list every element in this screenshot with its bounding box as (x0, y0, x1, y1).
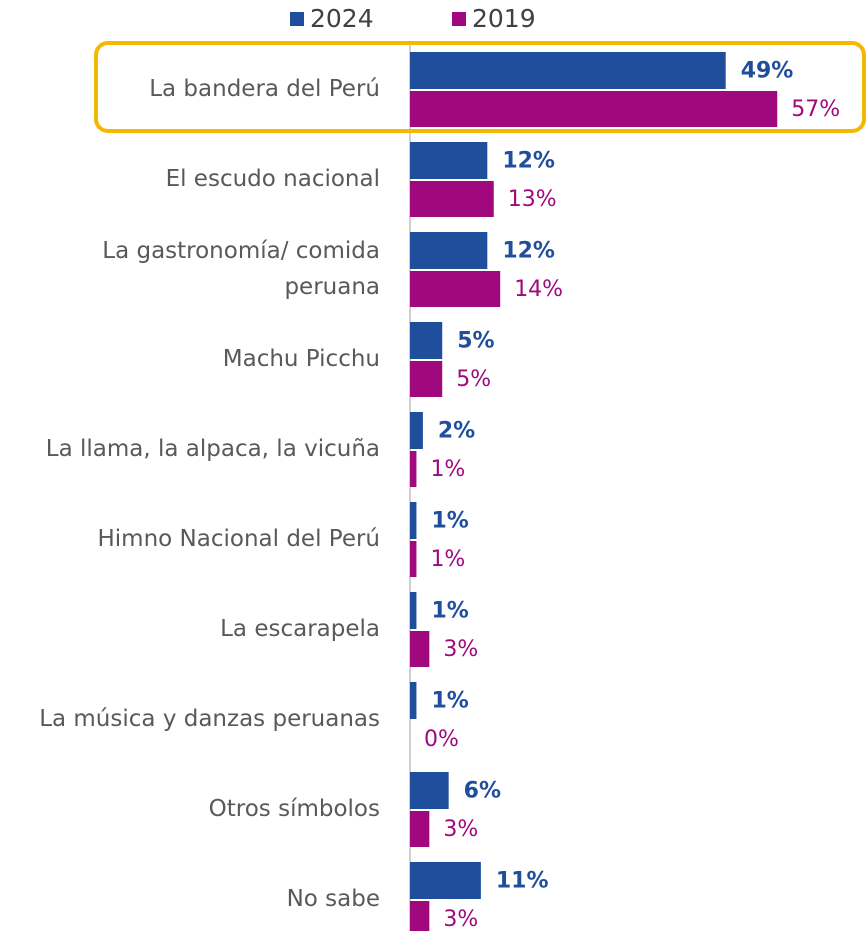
bar (410, 811, 430, 847)
bar (410, 52, 726, 89)
category-label: La escarapela (0, 585, 380, 675)
category-text: Himno Nacional del Perú (97, 526, 380, 553)
category-label: No sabe (0, 855, 380, 931)
value-label: 14% (514, 277, 563, 302)
category-label: Otros símbolos (0, 765, 380, 855)
legend-label: 2024 (310, 4, 374, 33)
value-label: 1% (430, 457, 465, 482)
value-label: 5% (457, 329, 494, 354)
category-label: La gastronomía/ comida peruana (0, 225, 380, 315)
category-label: Himno Nacional del Perú (0, 495, 380, 585)
bar (410, 91, 778, 127)
value-label: 1% (431, 599, 468, 624)
bar (410, 451, 417, 487)
category-text: La gastronomía/ comida peruana (102, 238, 380, 300)
bar (410, 142, 488, 179)
value-label: 11% (496, 869, 549, 894)
legend-label: 2019 (472, 4, 536, 33)
category-text: La bandera del Perú (149, 76, 380, 103)
bar (410, 592, 417, 629)
bar (410, 541, 417, 577)
category-label: La música y danzas peruanas (0, 675, 380, 765)
category-text: La música y danzas peruanas (39, 706, 380, 733)
highlight-box (94, 41, 866, 133)
bar (410, 322, 443, 359)
value-label: 6% (464, 779, 501, 804)
category-text: La escarapela (220, 616, 380, 643)
value-label: 1% (431, 509, 468, 534)
bar (410, 361, 443, 397)
value-label: 49% (741, 59, 794, 84)
category-text: No sabe (286, 886, 380, 913)
category-text: Machu Picchu (222, 346, 380, 373)
value-label: 57% (791, 97, 840, 122)
value-label: 12% (502, 239, 555, 264)
value-label: 1% (430, 547, 465, 572)
category-text: El escudo nacional (165, 166, 380, 193)
bar (410, 631, 430, 667)
bar (410, 502, 417, 539)
legend-swatch (452, 12, 466, 26)
bar (410, 772, 449, 809)
bar (410, 271, 501, 307)
value-label: 3% (443, 907, 478, 931)
value-label: 1% (431, 689, 468, 714)
bar (410, 901, 430, 931)
bar (410, 682, 417, 719)
category-label: Machu Picchu (0, 315, 380, 405)
value-label: 3% (443, 637, 478, 662)
bar (410, 862, 481, 899)
category-label: La bandera del Perú (0, 45, 380, 135)
value-label: 0% (424, 727, 459, 752)
category-text: La llama, la alpaca, la vicuña (45, 436, 380, 463)
bar (410, 412, 423, 449)
value-label: 3% (443, 817, 478, 842)
category-label: El escudo nacional (0, 135, 380, 225)
category-label: La llama, la alpaca, la vicuña (0, 405, 380, 495)
value-label: 5% (456, 367, 491, 392)
value-label: 12% (502, 149, 555, 174)
bar (410, 232, 488, 269)
legend-swatch (290, 12, 304, 26)
value-label: 13% (508, 187, 557, 212)
bar (410, 181, 494, 217)
value-label: 2% (438, 419, 475, 444)
category-text: Otros símbolos (208, 796, 380, 823)
